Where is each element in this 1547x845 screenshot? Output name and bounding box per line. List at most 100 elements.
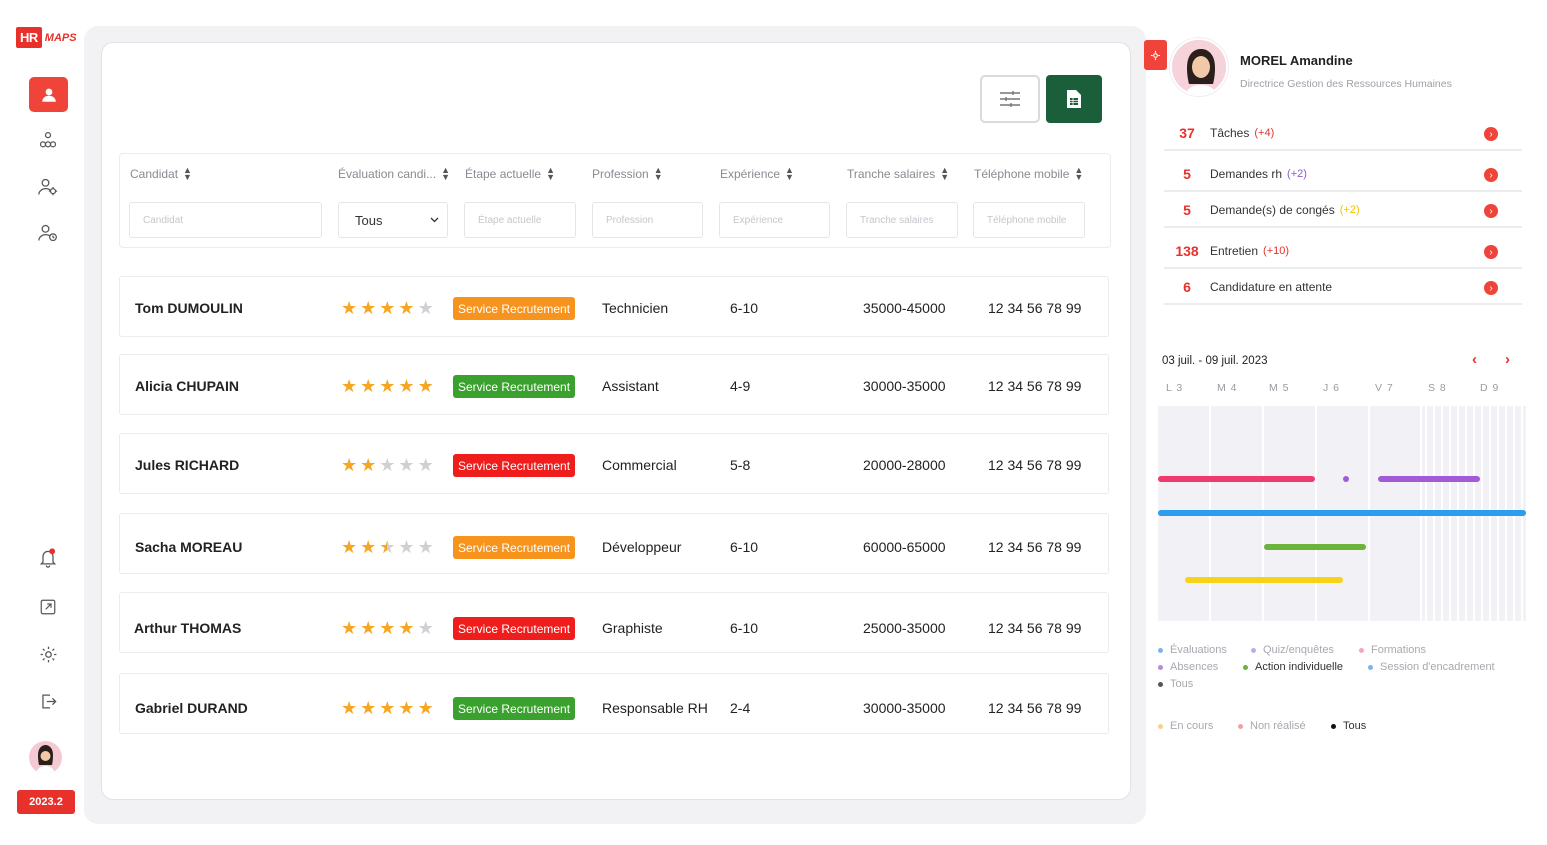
column-header-profession[interactable]: Profession ▲ ▼ <box>592 166 663 182</box>
candidate-name[interactable]: Alicia CHUPAIN <box>135 378 239 394</box>
table-row[interactable] <box>119 673 1109 734</box>
nav-settings-button[interactable] <box>33 639 63 669</box>
star-icon[interactable]: ★ <box>398 618 415 638</box>
rating-stars[interactable]: ★ ★ ★ ★ ★ <box>341 538 434 556</box>
column-header-etape[interactable]: Étape actuelle ▲ ▼ <box>465 166 555 182</box>
legend-item[interactable]: Quiz/enquêtes <box>1251 644 1334 656</box>
star-icon[interactable]: ★ <box>360 455 377 475</box>
event-bar-action[interactable] <box>1264 544 1366 550</box>
stat-row[interactable]: 5 Demandes rh (+2) › <box>1164 158 1522 192</box>
panel-settings-button[interactable] <box>1144 40 1167 70</box>
star-icon[interactable]: ★ <box>398 455 415 475</box>
star-icon[interactable]: ★ <box>417 376 434 396</box>
status-legend-item[interactable]: En cours <box>1158 720 1213 732</box>
star-icon[interactable]: ★ <box>398 376 415 396</box>
star-icon[interactable]: ★ <box>379 455 396 475</box>
event-bar-absence[interactable] <box>1378 476 1480 482</box>
star-icon[interactable]: ★ <box>360 537 377 557</box>
legend-item[interactable]: Tous <box>1158 678 1193 690</box>
calendar-next-button[interactable]: › <box>1505 351 1510 368</box>
candidate-name[interactable]: Sacha MOREAU <box>135 539 243 555</box>
star-icon[interactable]: ★ <box>417 537 434 557</box>
star-icon[interactable]: ★ <box>398 298 415 318</box>
legend-item[interactable]: Session d'encadrement <box>1368 661 1495 673</box>
star-icon[interactable]: ★ <box>417 618 434 638</box>
candidate-name[interactable]: Gabriel DURAND <box>135 700 248 716</box>
star-icon[interactable]: ★ <box>417 698 434 718</box>
stat-row[interactable]: 6 Candidature en attente › <box>1164 271 1522 305</box>
candidate-name[interactable]: Jules RICHARD <box>135 457 240 473</box>
filter-candidat-input[interactable]: Candidat <box>129 202 322 238</box>
star-icon[interactable]: ★ <box>360 298 377 318</box>
rating-stars[interactable]: ★ ★ ★ ★ ★ <box>341 299 434 317</box>
column-header-telephone[interactable]: Téléphone mobile ▲ ▼ <box>974 166 1083 182</box>
legend-item[interactable]: Formations <box>1359 644 1426 656</box>
arrow-right-icon[interactable]: › <box>1484 127 1498 141</box>
column-header-evaluation[interactable]: Évaluation candi... ▲ ▼ <box>338 166 450 182</box>
event-bar-formation[interactable] <box>1185 577 1343 583</box>
column-header-candidat[interactable]: Candidat ▲ ▼ <box>130 166 192 182</box>
rating-stars[interactable]: ★ ★ ★ ★ ★ <box>341 456 434 474</box>
star-icon[interactable]: ★ <box>341 537 358 557</box>
star-icon[interactable]: ★ <box>417 455 434 475</box>
rating-stars[interactable]: ★ ★ ★ ★ ★ <box>341 699 434 717</box>
rating-stars[interactable]: ★ ★ ★ ★ ★ <box>341 377 434 395</box>
star-icon[interactable]: ★ <box>398 698 415 718</box>
event-bar-session[interactable] <box>1158 510 1526 516</box>
rating-stars[interactable]: ★ ★ ★ ★ ★ <box>341 619 434 637</box>
user-avatar[interactable] <box>29 741 62 774</box>
star-icon[interactable]: ★ <box>341 618 358 638</box>
filter-salaire-input[interactable]: Tranche salaires <box>846 202 958 238</box>
star-icon[interactable]: ★ <box>341 455 358 475</box>
legend-item[interactable]: Absences <box>1158 661 1218 673</box>
legend-item[interactable]: Action individuelle <box>1243 661 1343 673</box>
filter-etape-input[interactable]: Étape actuelle <box>464 202 576 238</box>
legend-item[interactable]: Évaluations <box>1158 644 1227 656</box>
candidate-name[interactable]: Tom DUMOULIN <box>135 300 243 316</box>
star-icon[interactable]: ★ <box>379 298 396 318</box>
app-logo[interactable]: HR MAPS <box>16 27 77 48</box>
nav-user-settings-button[interactable] <box>33 172 63 202</box>
star-icon[interactable]: ★ <box>398 537 415 557</box>
candidate-name[interactable]: Arthur THOMAS <box>134 620 242 636</box>
arrow-right-icon[interactable]: › <box>1484 245 1498 259</box>
column-header-salaire[interactable]: Tranche salaires ▲ ▼ <box>847 166 949 182</box>
column-header-experience[interactable]: Expérience ▲ ▼ <box>720 166 794 182</box>
table-row[interactable] <box>119 592 1109 653</box>
stat-row[interactable]: 37 Tâches (+4) › <box>1164 117 1522 151</box>
export-excel-button[interactable] <box>1046 75 1102 123</box>
nav-organization-button[interactable] <box>33 126 63 156</box>
calendar-prev-button[interactable]: ‹ <box>1472 351 1477 368</box>
arrow-right-icon[interactable]: › <box>1484 204 1498 218</box>
star-icon[interactable]: ★ <box>341 698 358 718</box>
nav-logout-button[interactable] <box>33 686 63 716</box>
star-icon[interactable]: ★ <box>379 618 396 638</box>
table-row[interactable] <box>119 354 1109 415</box>
nav-open-button[interactable] <box>33 592 63 622</box>
table-row[interactable] <box>119 276 1109 337</box>
status-legend-item[interactable]: Non réalisé <box>1238 720 1306 732</box>
table-row[interactable] <box>119 433 1109 494</box>
table-row[interactable] <box>119 513 1109 574</box>
status-legend-item[interactable]: Tous <box>1331 720 1366 732</box>
filter-telephone-input[interactable]: Téléphone mobile <box>973 202 1085 238</box>
star-icon[interactable]: ★ <box>360 618 377 638</box>
star-icon[interactable]: ★ <box>379 537 396 557</box>
filter-settings-button[interactable] <box>980 75 1040 123</box>
nav-notifications-button[interactable] <box>33 543 63 573</box>
star-icon[interactable]: ★ <box>341 376 358 396</box>
arrow-right-icon[interactable]: › <box>1484 168 1498 182</box>
nav-candidates-button[interactable] <box>29 77 68 112</box>
star-icon[interactable]: ★ <box>379 376 396 396</box>
event-dot-absence[interactable] <box>1343 476 1349 482</box>
filter-evaluation-select[interactable]: Tous <box>338 202 448 238</box>
filter-experience-input[interactable]: Expérience <box>719 202 830 238</box>
star-icon[interactable]: ★ <box>341 298 358 318</box>
star-icon[interactable]: ★ <box>360 698 377 718</box>
star-icon[interactable]: ★ <box>360 376 377 396</box>
filter-profession-input[interactable]: Profession <box>592 202 703 238</box>
event-bar-evaluation[interactable] <box>1158 476 1315 482</box>
nav-user-clock-button[interactable] <box>33 218 63 248</box>
star-icon[interactable]: ★ <box>379 698 396 718</box>
stat-row[interactable]: 138 Entretien (+10) › <box>1164 235 1522 269</box>
